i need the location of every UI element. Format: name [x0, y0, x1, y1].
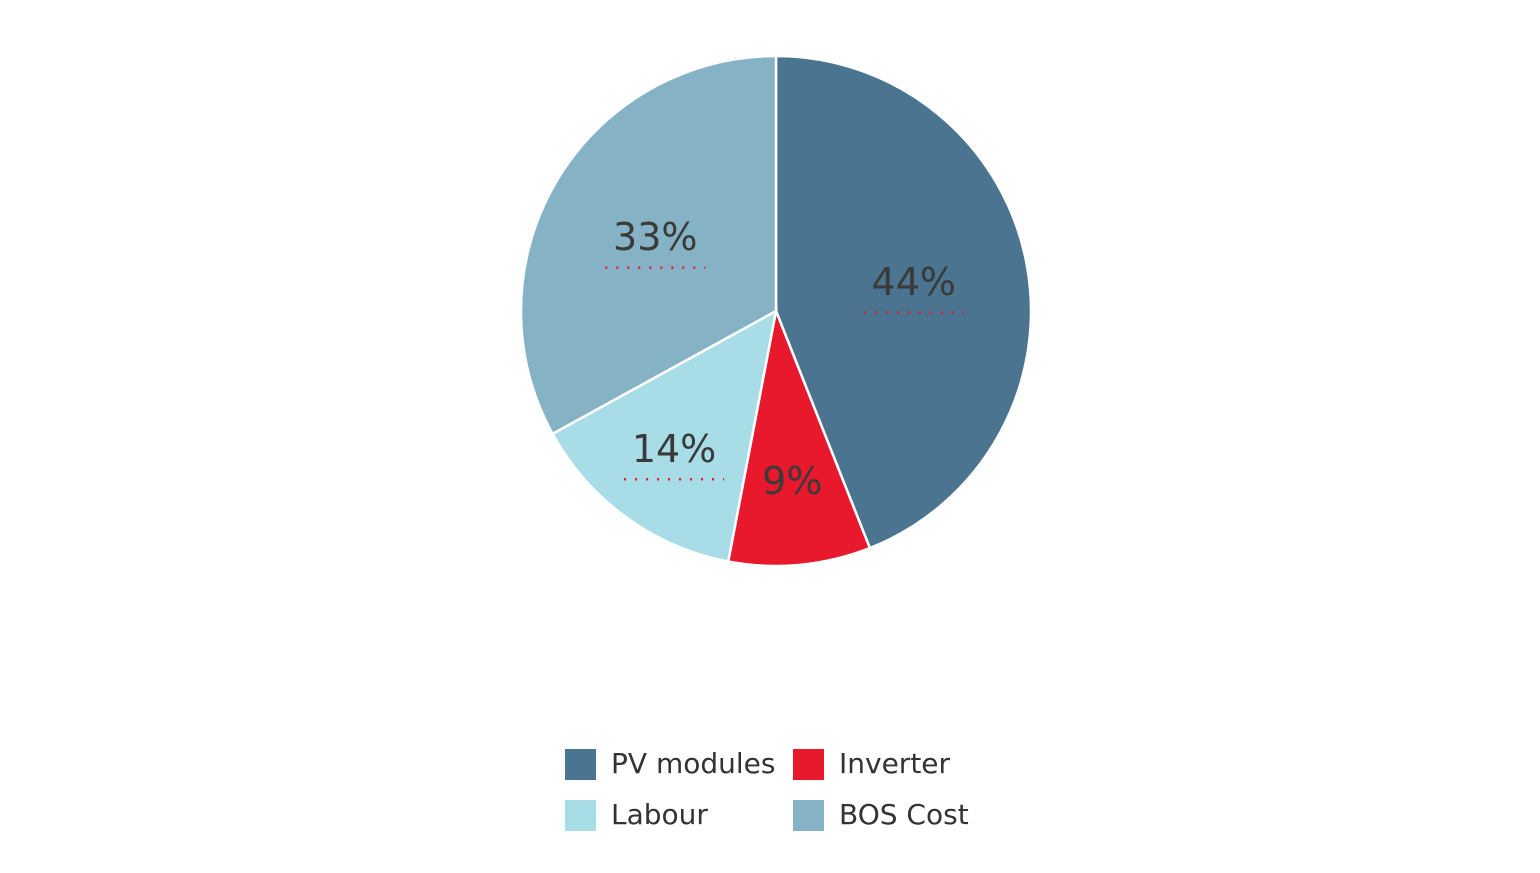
- pie-slice: [726, 306, 872, 568]
- legend-label: Inverter: [839, 747, 951, 780]
- legend-label: PV modules: [611, 747, 775, 780]
- legend-swatch: [565, 800, 596, 831]
- legend-swatch: [565, 749, 596, 780]
- pie-slice: [774, 54, 1033, 550]
- value-label: 44%: [872, 260, 956, 304]
- value-label: 9%: [762, 459, 822, 503]
- value-label: 33%: [613, 215, 697, 259]
- value-label: 14%: [632, 427, 716, 471]
- pie-slice: [519, 54, 778, 436]
- legend-swatch: [793, 800, 824, 831]
- legend-label: Labour: [611, 798, 708, 831]
- legend-swatch: [793, 749, 824, 780]
- legend-label: BOS Cost: [839, 798, 969, 831]
- pie-slice: [550, 308, 778, 563]
